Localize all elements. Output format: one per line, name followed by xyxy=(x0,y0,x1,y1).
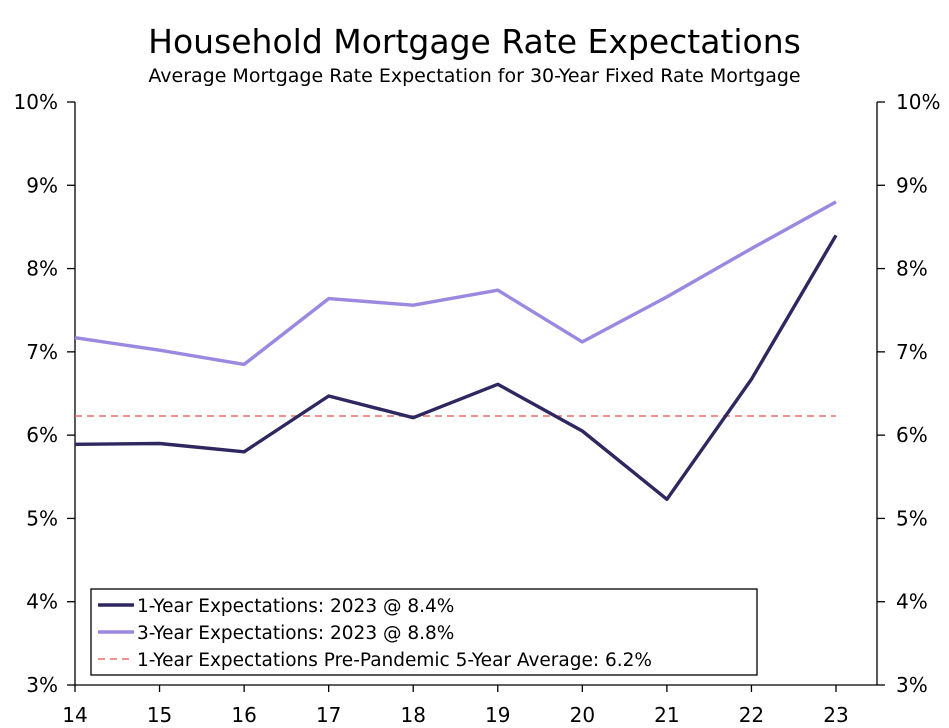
y-tick-label-left: 3% xyxy=(26,673,58,697)
y-tick-label-left: 9% xyxy=(26,173,58,197)
x-tick-label: 22 xyxy=(739,703,764,727)
y-tick-label-right: 4% xyxy=(896,590,928,614)
legend-box xyxy=(90,588,758,676)
legend-label-2: 3-Year Expectations: 2023 @ 8.8% xyxy=(137,623,454,644)
chart-axes xyxy=(74,102,878,686)
legend-label-3: 1-Year Expectations Pre-Pandemic 5-Year … xyxy=(137,650,652,671)
y-tick-label-left: 8% xyxy=(26,257,58,281)
y-tick-label-right: 10% xyxy=(896,90,940,114)
x-tick-label: 23 xyxy=(823,703,848,727)
legend-label-1: 1-Year Expectations: 2023 @ 8.4% xyxy=(137,596,454,617)
series-line-1 xyxy=(74,234,838,501)
y-tick-label-right: 9% xyxy=(896,173,928,197)
y-tick-label-right: 6% xyxy=(896,423,928,447)
right-y-axis-ticks: 3% 4% 5% 6% 7% 8% 9% 10% xyxy=(877,90,940,697)
y-tick-label-right: 3% xyxy=(896,673,928,697)
series-layer xyxy=(74,200,838,501)
x-axis-ticks: 14 15 16 17 18 19 20 21 22 23 xyxy=(62,685,849,727)
y-tick-label-right: 7% xyxy=(896,340,928,364)
y-tick-label-left: 5% xyxy=(26,506,58,530)
y-tick-label-right: 8% xyxy=(896,257,928,281)
legend: 1-Year Expectations: 2023 @ 8.4% 3-Year E… xyxy=(90,588,758,676)
y-tick-label-left: 4% xyxy=(26,590,58,614)
x-tick-label: 14 xyxy=(62,703,87,727)
chart-subtitle: Average Mortgage Rate Expectation for 30… xyxy=(148,65,801,87)
x-tick-label: 16 xyxy=(231,703,256,727)
x-tick-label: 20 xyxy=(570,703,595,727)
x-tick-label: 18 xyxy=(400,703,425,727)
y-tick-label-right: 5% xyxy=(896,506,928,530)
left-y-axis-ticks: 3% 4% 5% 6% 7% 8% 9% 10% xyxy=(14,90,75,697)
y-tick-label-left: 7% xyxy=(26,340,58,364)
y-tick-label-left: 10% xyxy=(14,90,58,114)
x-tick-label: 19 xyxy=(485,703,510,727)
x-tick-label: 17 xyxy=(316,703,341,727)
series-line-2 xyxy=(74,200,837,367)
x-tick-label: 21 xyxy=(654,703,679,727)
y-tick-label-left: 6% xyxy=(26,423,58,447)
x-tick-label: 15 xyxy=(147,703,172,727)
chart-title: Household Mortgage Rate Expectations xyxy=(148,22,801,61)
